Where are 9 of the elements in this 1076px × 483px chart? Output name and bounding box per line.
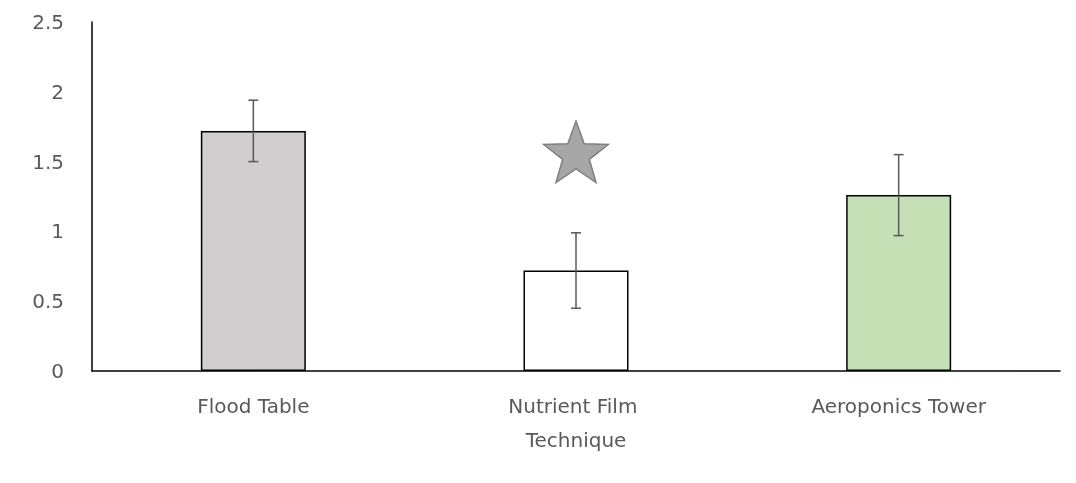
y-tick-label: 0 <box>51 359 64 383</box>
y-tick-label: 0.5 <box>32 289 64 314</box>
y-tick-label: 2 <box>51 79 64 104</box>
y-tick-label: 2.5 <box>32 10 64 34</box>
x-tick-label: Nutrient Film Technique <box>508 394 644 452</box>
x-tick-label: Aeroponics Tower <box>811 394 987 418</box>
x-tick-label: Flood Table <box>197 394 310 418</box>
y-tick-label: 1 <box>51 219 64 244</box>
y-tick-label: 1.5 <box>32 149 64 174</box>
